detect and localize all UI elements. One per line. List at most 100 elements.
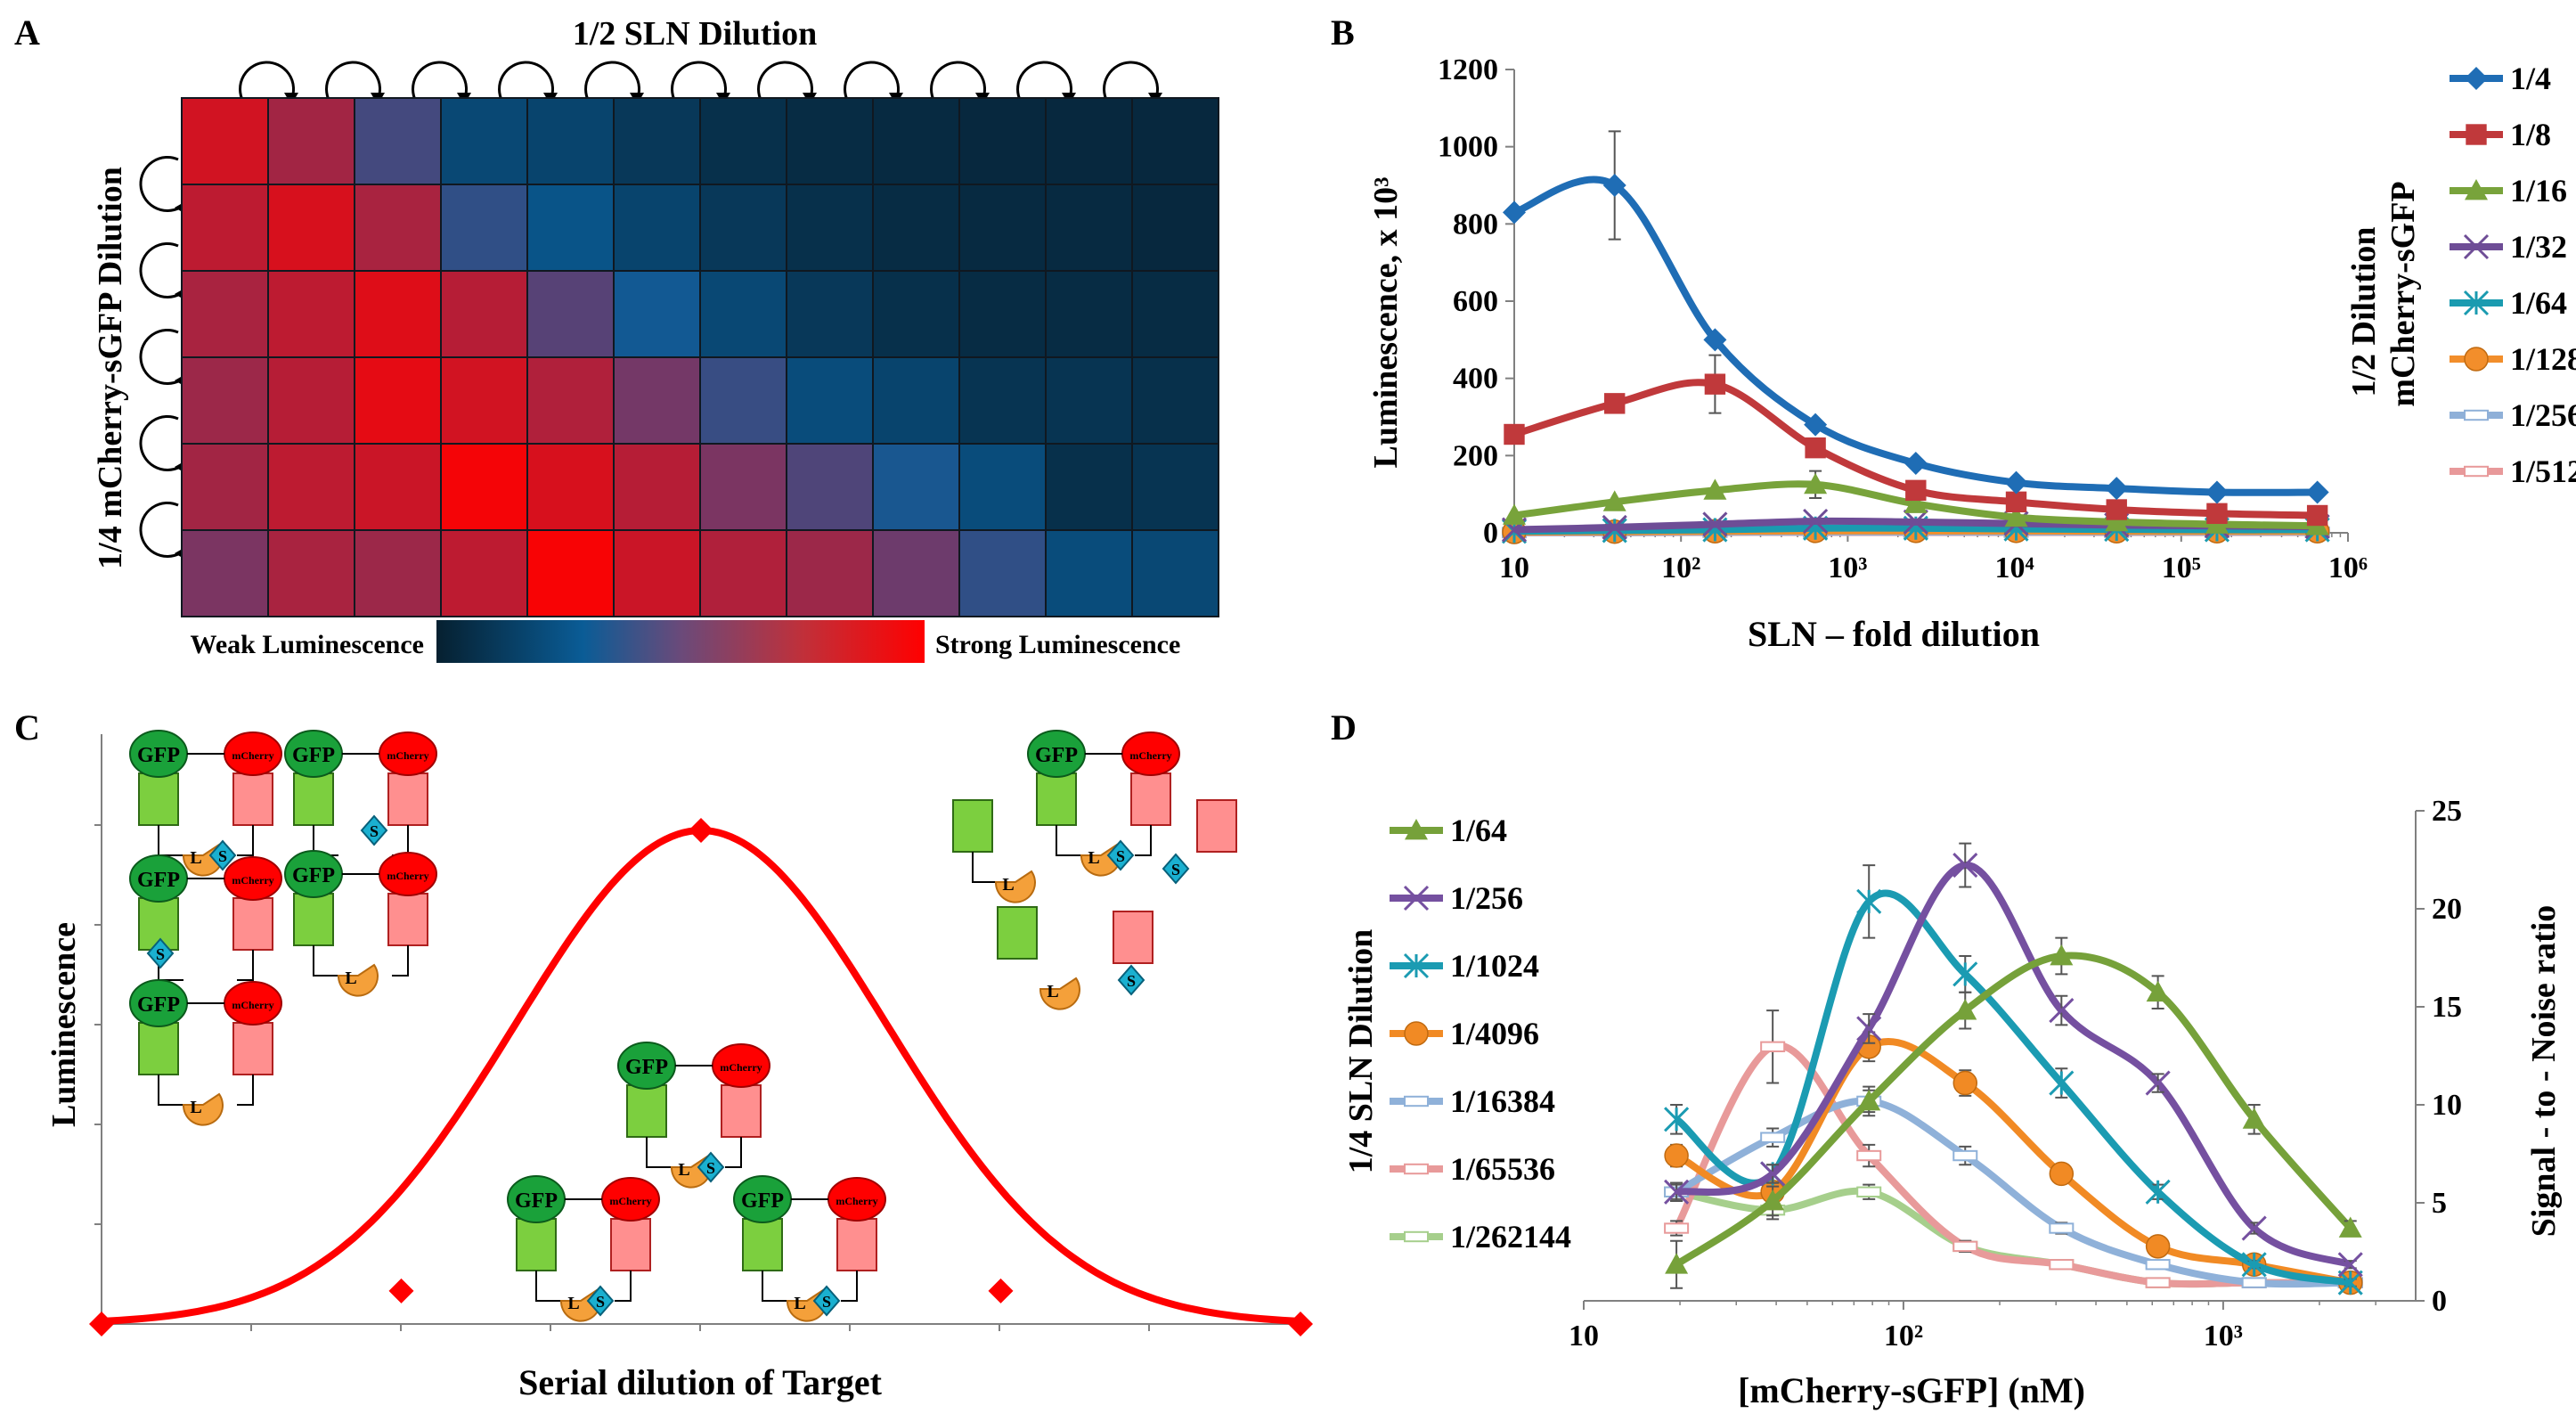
gfp-tether: [158, 825, 183, 856]
heatmap-cell: [181, 270, 269, 358]
mcherry-unit: mCherry: [712, 1043, 770, 1138]
data-point: [1602, 514, 1627, 540]
legend-marker: [2464, 409, 2489, 421]
gfp-unit: GFP: [129, 854, 188, 951]
x-tick-label: 10⁵: [2162, 552, 2201, 584]
s-label: S: [218, 847, 227, 865]
mcherry-tether: [237, 825, 254, 856]
panel-label-d: D: [1331, 707, 1357, 748]
gfp-half: [997, 906, 1038, 960]
bell-curve: [101, 826, 1301, 1325]
heatmap-cell: [1045, 529, 1133, 617]
data-point: [1804, 413, 1828, 437]
heatmap-cell: [613, 270, 701, 358]
heatmap-cell: [699, 443, 787, 531]
data-point: [2105, 477, 2129, 501]
s-diamond: [146, 937, 175, 969]
mcherry-tether: [725, 1137, 742, 1168]
y-tick-label: 5: [2432, 1187, 2447, 1220]
panel-b-xlabel: SLN – fold dilution: [1748, 614, 2040, 654]
series-1/16: [1503, 470, 2329, 535]
l-pacman: [994, 870, 1036, 903]
l-part: L: [337, 963, 379, 997]
heatmap-cell: [440, 443, 528, 531]
y-tick-label: 0: [2432, 1285, 2447, 1318]
s-label: S: [370, 822, 379, 840]
legend-marker: [2465, 179, 2488, 200]
heatmap-cell: [181, 97, 269, 185]
heatmap-cell: [872, 184, 960, 272]
heatmap-top-arrow: [1103, 61, 1159, 102]
y-tick-label: 800: [1453, 208, 1498, 241]
series-line: [1512, 176, 2318, 496]
data-point: [1504, 423, 1525, 445]
legend-label: 1/16384: [1450, 1083, 1555, 1119]
heatmap-cell: [958, 529, 1047, 617]
data-point: [2004, 470, 2028, 494]
heatmap-cell: [699, 529, 787, 617]
data-point: [1503, 503, 1526, 525]
data-point: [1952, 1070, 1978, 1096]
heatmap-cell: [1131, 529, 1219, 617]
heatmap-title: 1/2 SLN Dilution: [573, 15, 818, 53]
l-label: L: [345, 968, 356, 988]
mcherry-label: mCherry: [609, 1195, 651, 1207]
gfp-tether: [313, 945, 338, 977]
data-point: [2338, 1216, 2362, 1238]
gfp-tether: [535, 1271, 561, 1302]
heatmap-cell: [440, 529, 528, 617]
panel-b-series: [1501, 130, 2330, 544]
heatmap-cell: [1045, 184, 1133, 272]
legend-marker: [1404, 1095, 1429, 1107]
gfp-label: GFP: [625, 1056, 668, 1079]
colorbar: [436, 620, 925, 663]
heatmap-cell: [1045, 270, 1133, 358]
data-point: [1760, 1161, 1786, 1187]
data-point: [1856, 1186, 1882, 1197]
heatmap-cell: [181, 356, 269, 445]
data-point: [1760, 1132, 1786, 1143]
mcherry-unit: [1196, 799, 1237, 853]
heatmap-cell: [267, 529, 355, 617]
heatmap-cell: [872, 356, 960, 445]
mcherry-tether: [841, 1271, 858, 1302]
data-point: [1857, 1089, 1881, 1111]
heatmap-cell: [699, 270, 787, 358]
panel-label-c: C: [14, 707, 40, 748]
gfp-half: [293, 893, 334, 946]
data-point: [1856, 888, 1882, 914]
data-point: [1761, 1189, 1785, 1211]
s-label: S: [706, 1159, 715, 1177]
heatmap-cell: [613, 184, 701, 272]
data-point: [1952, 961, 1978, 987]
series-1/65536: [1664, 1009, 2363, 1288]
mcherry-unit: mCherry: [224, 856, 282, 951]
l-label: L: [190, 1098, 201, 1117]
mcherry-tether: [237, 950, 254, 981]
heatmap-cell: [613, 443, 701, 531]
series-line: [1675, 1038, 2352, 1287]
data-point: [2242, 1107, 2266, 1129]
colorbar-low-label: Weak Luminescence: [191, 630, 425, 659]
curve-point: [388, 1278, 414, 1304]
heatmap-cell: [1131, 356, 1219, 445]
heatmap-cell: [526, 356, 615, 445]
panel-b-line-chart: 0 200 400 600 800 1000 1200 10 10² 10³ 10⁴ 10⁵ 10⁶ S…: [1367, 53, 2576, 654]
data-point: [1664, 1143, 1689, 1168]
gfp-unit: GFP: [617, 1042, 676, 1138]
y-tick-label: 20: [2432, 893, 2462, 926]
mcherry-unit: mCherry: [1121, 731, 1180, 826]
panel-c-schematic: Serial dilution of Target Luminescence G…: [45, 730, 1313, 1402]
data-point: [1903, 452, 1928, 475]
heatmap-top-arrow: [498, 61, 554, 102]
heatmap-cell: [440, 270, 528, 358]
heatmap-top-arrow: [239, 61, 295, 102]
y-tick-label: 25: [2432, 795, 2462, 828]
heatmap-cell: [267, 184, 355, 272]
heatmap-top-arrow: [930, 61, 986, 102]
legend-label: 1/262144: [1450, 1219, 1571, 1254]
heatmap-cell: [786, 270, 874, 358]
x-tick-label: 10²: [1884, 1320, 1923, 1353]
heatmap-cell: [699, 97, 787, 185]
